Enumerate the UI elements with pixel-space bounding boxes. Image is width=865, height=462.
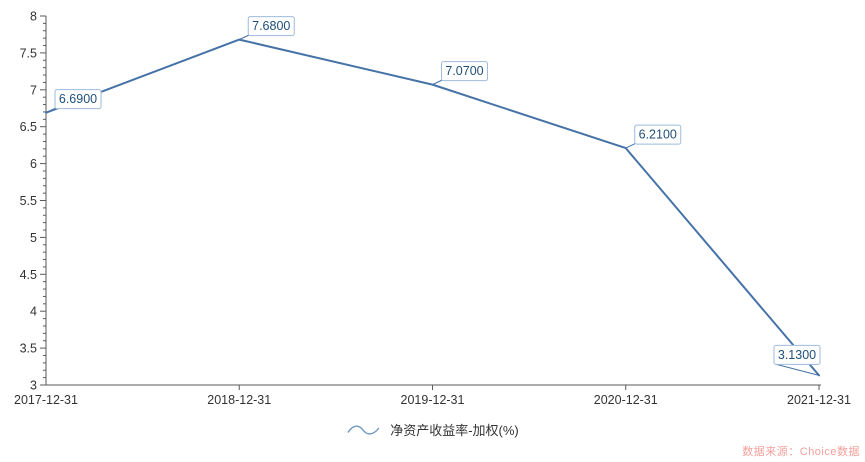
callout-line	[625, 143, 636, 149]
callout-line	[432, 79, 443, 86]
y-tick-label: 3	[30, 379, 37, 393]
x-tick-label: 2021-12-31	[787, 393, 851, 407]
line-series-icon	[347, 424, 380, 435]
data-label: 6.6900	[59, 92, 97, 106]
y-tick-label: 6.5	[20, 120, 37, 134]
y-tick-label: 4	[30, 305, 37, 319]
legend-item-roe[interactable]: 净资产收益率-加权(%)	[346, 420, 519, 439]
y-tick-label: 3.5	[20, 342, 37, 356]
x-tick-label: 2017-12-31	[14, 393, 78, 407]
data-label-box	[634, 124, 682, 145]
y-tick-label: 7.5	[20, 46, 37, 60]
watermark: 数据来源：Choice数据	[742, 446, 860, 458]
data-label: 3.1300	[778, 348, 816, 362]
callout-line	[774, 363, 820, 376]
data-label: 7.6800	[252, 19, 290, 33]
y-tick-label: 8	[30, 10, 37, 24]
x-tick-label: 2019-12-31	[401, 393, 465, 407]
y-tick-label: 4.5	[20, 268, 37, 282]
data-label: 6.2100	[639, 128, 677, 142]
x-tick-label: 2018-12-31	[207, 393, 271, 407]
legend-label: 净资产收益率-加权(%)	[390, 423, 519, 438]
data-label-box	[773, 344, 821, 365]
chart-canvas: 3 3.5 4 4.5 5 5.5 6 6.5 7 7.5 8 2017-12-31 2018-12-3…	[14, 10, 851, 408]
callout-line	[239, 34, 249, 41]
y-tick-label: 7	[30, 83, 37, 97]
y-tick-label: 5.5	[20, 194, 37, 208]
data-label-box	[54, 89, 102, 110]
data-label: 7.0700	[445, 64, 483, 78]
y-tick-label: 6	[30, 157, 37, 171]
y-tick-label: 5	[30, 231, 37, 245]
series-line[interactable]	[45, 38, 820, 377]
legend: 净资产收益率-加权(%)	[0, 420, 865, 439]
data-label-box	[247, 16, 295, 37]
x-tick-label: 2020-12-31	[594, 393, 658, 407]
callout-line	[45, 107, 56, 114]
data-label-box	[441, 61, 488, 82]
